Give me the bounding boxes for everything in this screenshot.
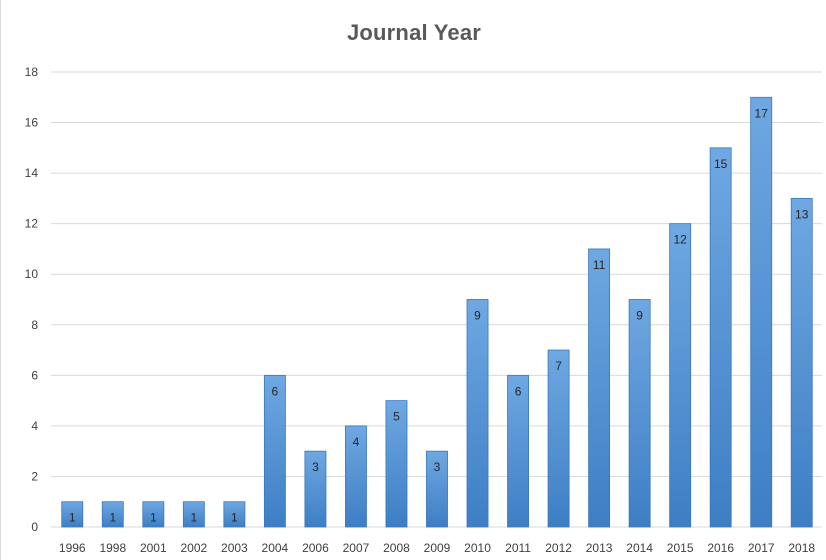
x-tick-label-2013: 2013 [586, 541, 613, 555]
bar-2010 [466, 299, 489, 528]
chart-title: Journal Year [346, 20, 482, 45]
y-tick-label: 2 [31, 469, 38, 483]
y-tick-label: 10 [25, 267, 39, 281]
x-tick-label-2006: 2006 [302, 541, 329, 555]
x-tick-label-2007: 2007 [343, 541, 370, 555]
y-tick-label: 6 [31, 368, 38, 382]
bar-2002 [182, 501, 205, 528]
data-label-2009: 3 [434, 460, 441, 474]
bar-1996 [61, 501, 84, 528]
x-tick-label-2001: 2001 [140, 541, 167, 555]
x-tick-label-2014: 2014 [626, 541, 653, 555]
x-tick-label-2010: 2010 [464, 541, 491, 555]
data-label-2006: 3 [312, 460, 319, 474]
bar-2014 [628, 299, 651, 528]
x-tick-label-2011: 2011 [505, 541, 531, 555]
data-label-2007: 4 [353, 435, 360, 449]
data-label-2008: 5 [393, 410, 400, 424]
y-axis-ticks: 0 2 4 6 8 10 12 14 16 18 [25, 65, 39, 534]
data-label-2013: 11 [593, 258, 606, 272]
data-label-2015: 12 [673, 233, 687, 247]
y-tick-label: 14 [25, 166, 39, 180]
bar-2008 [385, 400, 408, 528]
data-label-2001: 1 [150, 511, 157, 525]
y-tick-label: 16 [25, 116, 39, 130]
bar-2017 [750, 96, 773, 528]
y-tick-label: 12 [25, 217, 39, 231]
data-label-2011: 6 [515, 384, 522, 398]
y-tick-label: 4 [31, 419, 38, 433]
data-label-2010: 9 [474, 309, 481, 323]
x-tick-label-2004: 2004 [262, 541, 289, 555]
bar-2013 [588, 248, 611, 528]
bar-2011 [507, 374, 529, 528]
bar-2007 [345, 425, 367, 528]
bar-1998 [101, 501, 124, 528]
x-axis-ticks: 1996 1998 2001 2002 2003 2004 2006 2007 2008 2009… [59, 541, 815, 555]
bar-2016 [709, 147, 732, 528]
x-tick-label-2016: 2016 [707, 541, 734, 555]
x-tick-label-2012: 2012 [545, 541, 572, 555]
x-tick-label-2002: 2002 [180, 541, 207, 555]
x-tick-label-1998: 1998 [99, 541, 126, 555]
x-tick-label-2009: 2009 [424, 541, 451, 555]
bar-2018 [790, 197, 813, 528]
y-tick-label: 8 [31, 318, 38, 332]
data-label-2003: 1 [231, 511, 238, 525]
bar-series [61, 96, 813, 528]
data-label-2017: 17 [755, 106, 769, 120]
x-tick-label-2018: 2018 [788, 541, 815, 555]
bar-2015 [669, 223, 692, 528]
y-tick-label: 18 [25, 65, 39, 79]
bar-2004 [263, 374, 286, 528]
data-label-2012: 7 [555, 359, 562, 373]
data-label-2002: 1 [190, 511, 197, 525]
bar-2006 [304, 450, 327, 528]
data-label-2004: 6 [272, 384, 279, 398]
x-tick-label-2008: 2008 [383, 541, 410, 555]
data-label-2016: 15 [714, 157, 728, 171]
x-tick-label-1996: 1996 [59, 541, 86, 555]
x-tick-label-2017: 2017 [748, 541, 775, 555]
data-label-1998: 1 [109, 511, 116, 525]
x-tick-label-2003: 2003 [221, 541, 248, 555]
data-label-1996: 1 [69, 511, 76, 525]
x-tick-label-2015: 2015 [667, 541, 694, 555]
bar-2001 [142, 501, 165, 528]
data-label-2018: 13 [795, 207, 809, 221]
bar-2012 [547, 349, 570, 528]
bar-2009 [426, 450, 448, 528]
data-label-2014: 9 [636, 309, 643, 323]
bar-2003 [223, 501, 246, 528]
y-tick-label: 0 [31, 520, 38, 534]
